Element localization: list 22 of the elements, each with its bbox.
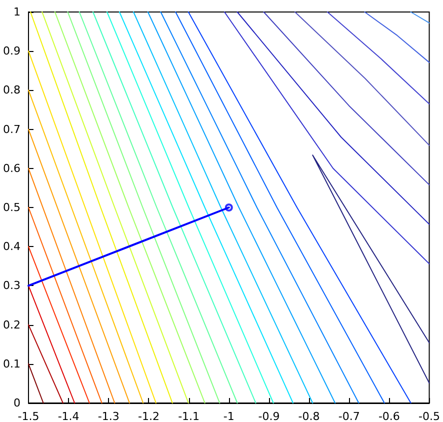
y-tick-label: 0.4 [2,240,20,254]
y-tick-label: 0 [13,396,20,410]
x-tick-label: -1.5 [18,410,40,422]
y-tick-label: 0.1 [2,357,20,370]
y-tick-label: 1 [13,6,20,18]
x-tick-label: -1.3 [98,410,120,422]
x-tick-label: -1.1 [178,410,200,422]
y-tick-label: 0.6 [2,162,20,175]
x-tick-label: -1.2 [138,410,160,422]
x-tick-label: -1 [223,410,234,422]
x-tick-label: -0.9 [258,410,280,422]
x-tick-label: -0.5 [418,410,440,422]
y-tick-label: 0.3 [2,279,20,292]
x-tick-label: -0.7 [338,410,360,422]
x-tick-label: -0.6 [378,410,400,422]
y-tick-label: 0.7 [2,122,20,136]
x-tick-label: -0.8 [298,410,320,422]
y-tick-label: 0.2 [2,318,20,332]
x-tick-label: -1.4 [58,410,80,422]
y-tick-label: 0.8 [2,84,20,97]
y-tick-label: 0.9 [2,44,20,58]
y-tick-label: 0.5 [2,201,20,214]
